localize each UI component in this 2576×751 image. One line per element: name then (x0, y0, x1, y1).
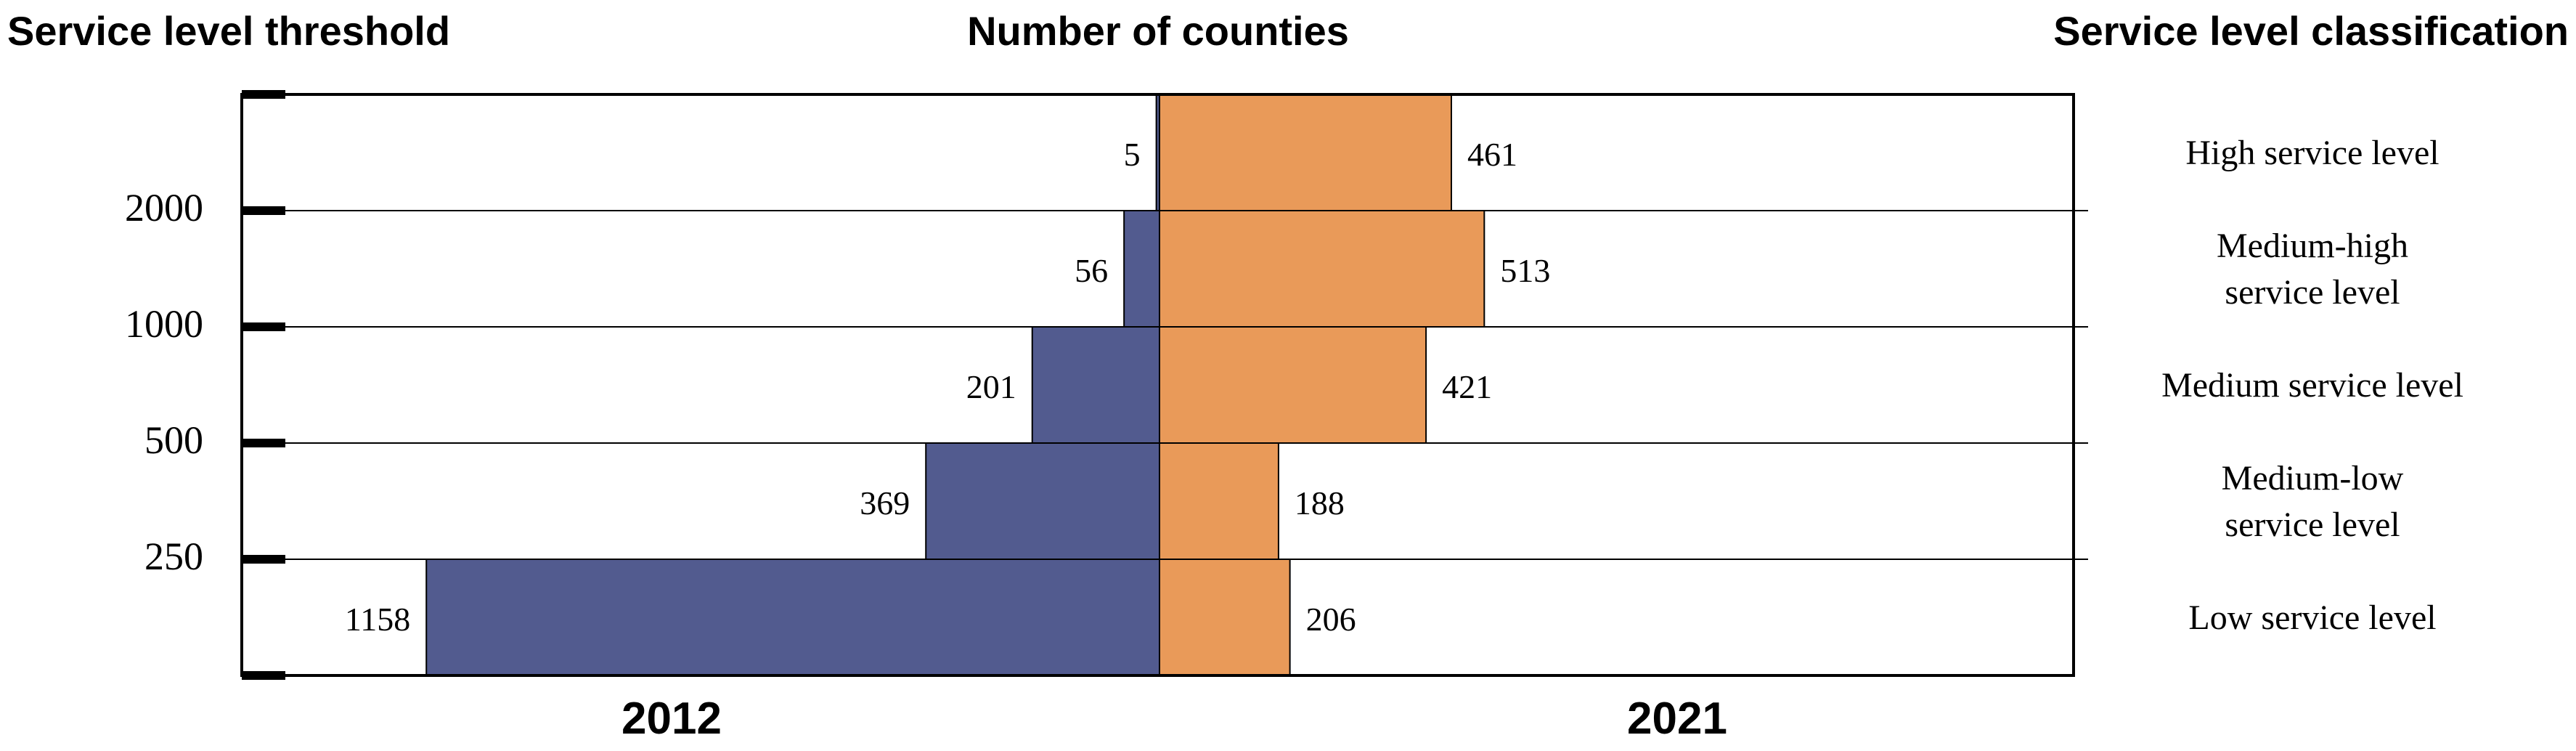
classification-labels: High service level Medium-high service lev… (2161, 134, 2463, 637)
value-label-2021: 421 (1442, 368, 1492, 405)
bar-2012 (1031, 326, 1161, 444)
threshold-axis: 2000 1000 500 250 (125, 90, 285, 680)
value-label-2021: 513 (1500, 252, 1550, 289)
classification-label: service level (2225, 273, 2400, 312)
bars-2021 (1159, 94, 1485, 676)
classification-label: Medium-low (2222, 459, 2404, 498)
classification-label: High service level (2185, 134, 2439, 172)
classification-label: Medium service level (2161, 366, 2463, 405)
bar-2021 (1159, 94, 1452, 211)
series-label-2012: 2012 (621, 694, 722, 744)
threshold-header: Service level threshold (7, 8, 450, 54)
plot-frame (240, 93, 2075, 677)
classification-label: service level (2225, 506, 2400, 544)
counties-header: Number of counties (967, 8, 1349, 54)
threshold-tick (242, 322, 285, 331)
threshold-tick (242, 555, 285, 564)
value-label-2021: 188 (1295, 484, 1345, 521)
value-label-2021: 206 (1306, 601, 1356, 638)
value-labels: 5 461 56 513 201 421 369 188 1158 206 (345, 136, 1550, 638)
classification-header: Service level classification (2053, 8, 2569, 54)
classification-label: Medium-high (2217, 227, 2408, 265)
classification-label: Low service level (2188, 598, 2436, 637)
bar-2021 (1159, 559, 1291, 676)
series-label-2021: 2021 (1627, 694, 1727, 744)
bars-2012 (425, 94, 1161, 676)
bar-2012 (1123, 210, 1160, 328)
value-label-2012: 201 (966, 368, 1016, 405)
threshold-label: 2000 (125, 186, 203, 230)
threshold-tick (242, 439, 285, 447)
threshold-label: 1000 (125, 302, 203, 346)
bar-2012 (925, 442, 1161, 560)
value-label-2012: 369 (860, 484, 910, 521)
threshold-label: 500 (144, 418, 203, 462)
value-label-2012: 56 (1075, 252, 1108, 289)
bar-2012 (425, 559, 1160, 676)
threshold-label: 250 (144, 535, 203, 578)
threshold-tick (242, 206, 285, 215)
value-label-2021: 461 (1467, 136, 1517, 173)
value-label-2012: 1158 (345, 601, 410, 638)
bar-2021 (1159, 442, 1279, 560)
bar-2021 (1159, 210, 1485, 328)
bar-2021 (1159, 326, 1427, 444)
value-label-2012: 5 (1124, 136, 1141, 173)
